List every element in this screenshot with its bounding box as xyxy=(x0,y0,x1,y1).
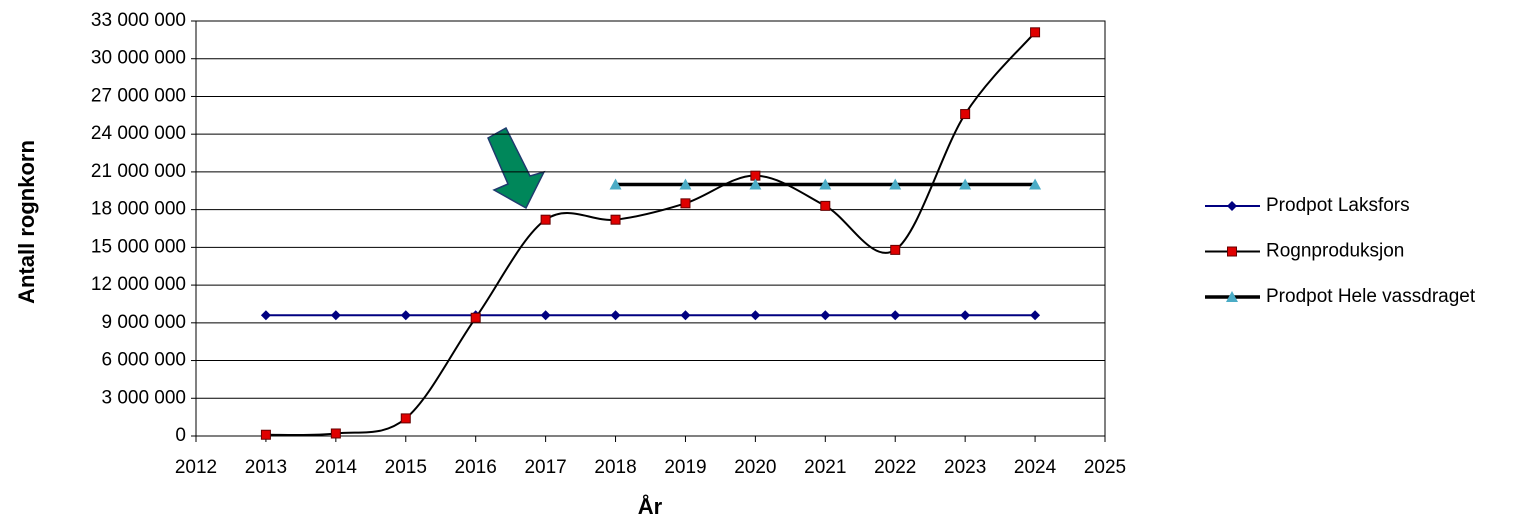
data-point xyxy=(400,413,411,424)
y-tick-label: 9 000 000 xyxy=(101,312,186,333)
x-tick-label: 2020 xyxy=(734,457,776,478)
data-point xyxy=(680,310,691,321)
x-tick-label: 2013 xyxy=(245,457,287,478)
data-point xyxy=(819,178,832,190)
data-point xyxy=(680,198,691,209)
y-axis-label: Antall rognkorn xyxy=(14,140,39,304)
legend-marker xyxy=(1227,246,1237,257)
y-tick-label: 33 000 000 xyxy=(91,10,186,31)
x-tick-label: 2015 xyxy=(385,457,427,478)
y-tick-label: 24 000 000 xyxy=(91,123,186,144)
x-tick-label: 2022 xyxy=(874,457,916,478)
y-tick-label: 15 000 000 xyxy=(91,236,186,257)
legend-label: Rognproduksjon xyxy=(1266,241,1404,262)
x-tick-label: 2012 xyxy=(175,457,217,478)
data-point xyxy=(959,178,972,190)
data-point xyxy=(820,200,831,211)
data-point xyxy=(609,178,622,190)
data-point xyxy=(820,310,831,321)
data-point xyxy=(400,310,411,321)
y-tick-label: 12 000 000 xyxy=(91,274,186,295)
y-tick-label: 3 000 000 xyxy=(101,387,186,408)
annotation-arrow xyxy=(487,126,546,210)
data-point xyxy=(1030,310,1041,321)
data-point xyxy=(960,310,971,321)
legend-label: Prodpot Laksfors xyxy=(1266,195,1410,216)
y-tick-label: 21 000 000 xyxy=(91,161,186,182)
y-tick-label: 30 000 000 xyxy=(91,48,186,69)
y-tick-label: 0 xyxy=(175,425,186,446)
data-point xyxy=(889,178,902,190)
x-tick-label: 2021 xyxy=(804,457,846,478)
y-tick-label: 18 000 000 xyxy=(91,199,186,220)
data-point xyxy=(960,109,971,120)
plot-border xyxy=(195,20,1106,437)
x-tick-label: 2025 xyxy=(1084,457,1126,478)
x-tick-label: 2016 xyxy=(455,457,497,478)
x-tick-label: 2018 xyxy=(594,457,636,478)
x-tick-label: 2019 xyxy=(664,457,706,478)
data-point xyxy=(260,310,271,321)
data-point xyxy=(540,310,551,321)
data-point xyxy=(1030,27,1041,38)
x-axis-label: År xyxy=(638,493,663,519)
data-point xyxy=(470,312,481,323)
series-line xyxy=(265,31,1036,437)
data-point xyxy=(330,310,341,321)
y-tick-label: 27 000 000 xyxy=(91,85,186,106)
legend-marker xyxy=(1227,201,1237,211)
data-point xyxy=(749,178,762,190)
x-tick-label: 2024 xyxy=(1014,457,1057,478)
legend-marker xyxy=(1226,291,1238,302)
data-point xyxy=(1029,178,1042,190)
legend-label: Prodpot Hele vassdraget xyxy=(1266,286,1476,307)
x-tick-label: 2014 xyxy=(315,457,358,478)
data-point xyxy=(540,214,551,225)
data-point xyxy=(679,178,692,190)
y-tick-label: 6 000 000 xyxy=(101,350,186,371)
data-point xyxy=(610,310,621,321)
data-point xyxy=(750,310,761,321)
x-tick-label: 2023 xyxy=(944,457,986,478)
data-point xyxy=(260,429,271,440)
data-point xyxy=(890,310,901,321)
data-point xyxy=(610,214,621,225)
data-point xyxy=(890,244,901,255)
data-point xyxy=(330,428,341,439)
x-tick-label: 2017 xyxy=(524,457,566,478)
